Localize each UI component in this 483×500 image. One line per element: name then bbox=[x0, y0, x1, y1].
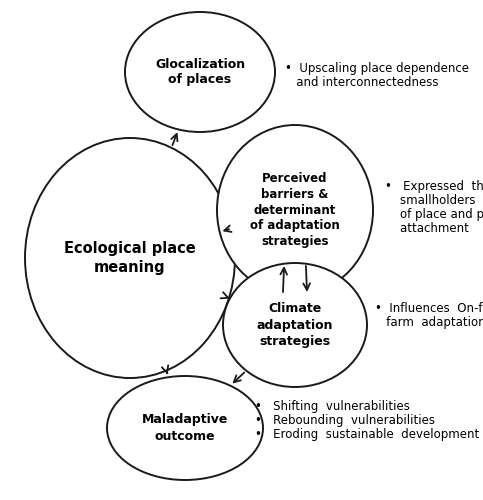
Ellipse shape bbox=[107, 376, 263, 480]
Text: •  Influences  On-farm and Off-: • Influences On-farm and Off- bbox=[375, 302, 483, 315]
Text: Glocalization
of places: Glocalization of places bbox=[155, 58, 245, 86]
Text: of place and place: of place and place bbox=[385, 208, 483, 221]
Ellipse shape bbox=[223, 263, 367, 387]
Text: smallholders  Sense: smallholders Sense bbox=[385, 194, 483, 207]
Ellipse shape bbox=[125, 12, 275, 132]
Text: •   Expressed  through: • Expressed through bbox=[385, 180, 483, 193]
Text: Maladaptive
outcome: Maladaptive outcome bbox=[142, 414, 228, 442]
Ellipse shape bbox=[217, 125, 373, 295]
Text: •   Shifting  vulnerabilities: • Shifting vulnerabilities bbox=[255, 400, 410, 413]
Text: Perceived
barriers &
determinant
of adaptation
strategies: Perceived barriers & determinant of adap… bbox=[250, 172, 340, 248]
Text: •   Eroding  sustainable  development: • Eroding sustainable development bbox=[255, 428, 479, 441]
Ellipse shape bbox=[25, 138, 235, 378]
Text: farm  adaptation  strategies: farm adaptation strategies bbox=[375, 316, 483, 329]
Text: •  Upscaling place dependence: • Upscaling place dependence bbox=[285, 62, 469, 75]
Text: attachment: attachment bbox=[385, 222, 469, 235]
Text: Climate
adaptation
strategies: Climate adaptation strategies bbox=[257, 302, 333, 348]
Text: •   Rebounding  vulnerabilities: • Rebounding vulnerabilities bbox=[255, 414, 435, 427]
Text: Ecological place
meaning: Ecological place meaning bbox=[64, 241, 196, 275]
Text: and interconnectedness: and interconnectedness bbox=[285, 76, 439, 89]
